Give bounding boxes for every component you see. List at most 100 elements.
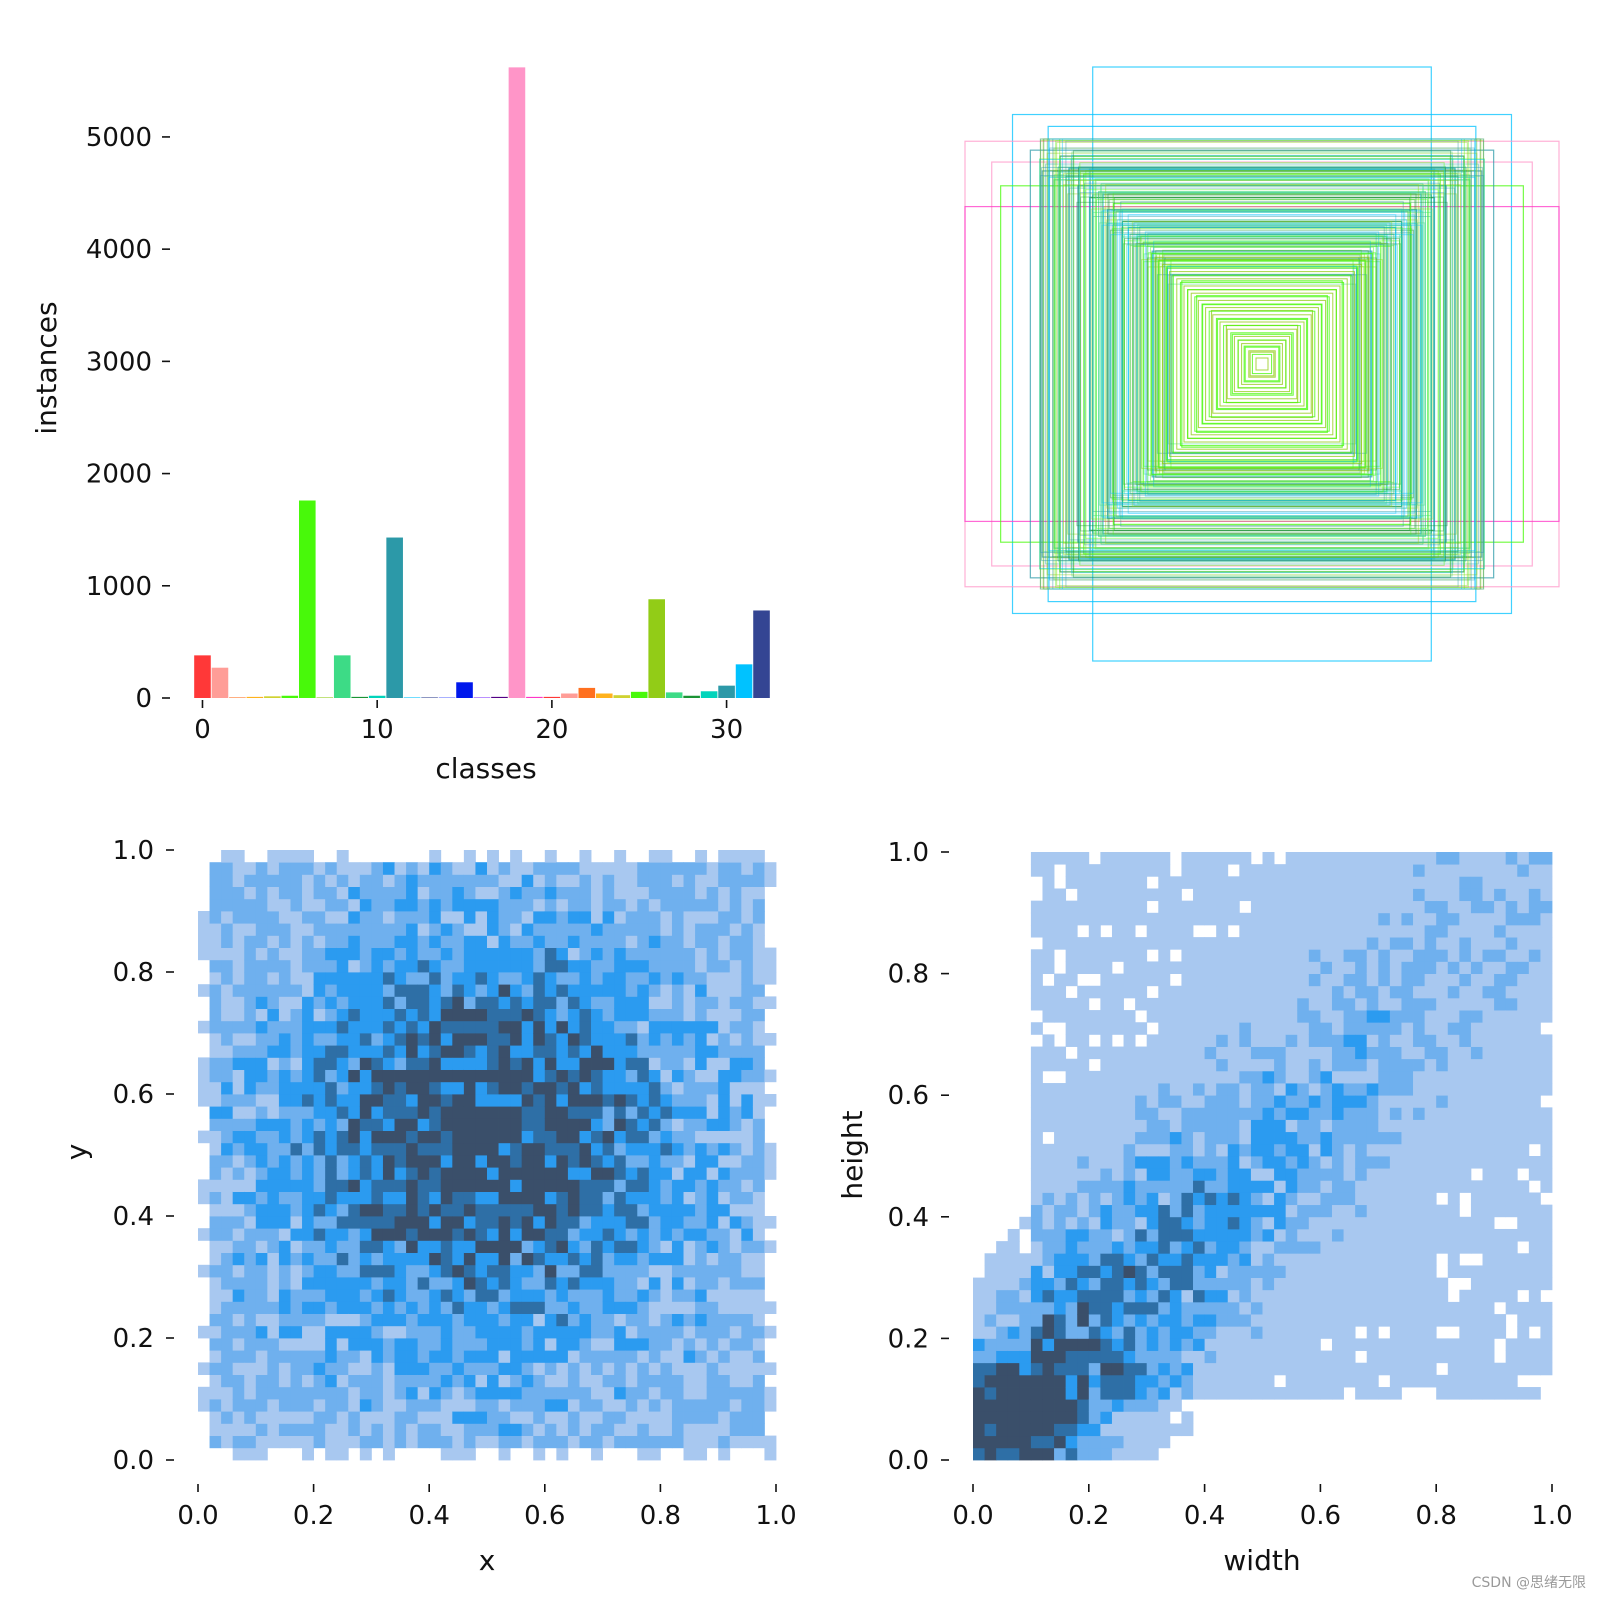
heatmap-cell [244, 959, 257, 973]
heatmap-cell [1447, 1362, 1460, 1376]
class-bar [351, 696, 369, 698]
heatmap-cell [1135, 1374, 1148, 1388]
heatmap-cell [1297, 1301, 1310, 1315]
label-box [1053, 174, 1471, 554]
heatmap-cell [1528, 973, 1541, 987]
heatmap-cell [695, 1435, 708, 1449]
heatmap-cell [1158, 1216, 1171, 1230]
heatmap-cell [718, 1008, 731, 1022]
heatmap-cell [209, 1118, 222, 1131]
heatmap-cell [1320, 1168, 1333, 1181]
heatmap-cell [1424, 1010, 1437, 1023]
heatmap-cell [695, 1045, 708, 1058]
heatmap-cell [567, 1155, 580, 1168]
heatmap-cell [741, 1118, 754, 1131]
heatmap-cell [1517, 912, 1530, 926]
heatmap-cell [463, 1094, 476, 1107]
heatmap-cell [209, 1386, 222, 1400]
heatmap-cell [533, 1057, 546, 1070]
heatmap-cell [1355, 1143, 1368, 1157]
heatmap-cell [1482, 1241, 1495, 1254]
heatmap-cell [660, 1313, 673, 1327]
heatmap-cell [371, 1008, 384, 1022]
heatmap-cell [429, 1264, 442, 1278]
heatmap-cell [533, 1130, 546, 1144]
heatmap-cell [1100, 1314, 1113, 1327]
heatmap-cell [544, 1338, 557, 1351]
heatmap-cell [1100, 1107, 1113, 1120]
heatmap-cell [625, 1081, 638, 1095]
heatmap-cell [695, 1057, 708, 1070]
heatmap-cell [1297, 1095, 1310, 1108]
heatmap-cell [1540, 1070, 1553, 1084]
heatmap-cell [671, 1423, 684, 1436]
label-box [1103, 209, 1421, 519]
heatmap-cell [1331, 1168, 1344, 1181]
heatmap-cell [718, 1155, 731, 1168]
heatmap-cell [752, 1130, 765, 1144]
heatmap-cell [683, 1338, 696, 1351]
heatmap-cell [510, 1057, 523, 1070]
heatmap-cell [1401, 937, 1414, 950]
heatmap-cell [1088, 1326, 1101, 1339]
heatmap-cell [429, 1313, 442, 1327]
heatmap-cell [1100, 1350, 1113, 1364]
heatmap-cell [487, 1216, 499, 1229]
heatmap-cell [729, 1155, 742, 1168]
heatmap-cell [648, 1167, 661, 1180]
heatmap-cell [1216, 1131, 1229, 1145]
heatmap-cell [1285, 997, 1298, 1011]
heatmap-cell [1459, 1387, 1472, 1400]
heatmap-cell [1343, 1143, 1356, 1157]
heatmap-cell [417, 1069, 430, 1083]
heatmap-cell [729, 886, 742, 900]
heatmap-cell [544, 1240, 557, 1253]
heatmap-cell [683, 1289, 696, 1302]
heatmap-cell [1505, 912, 1518, 926]
label-box [1131, 221, 1393, 507]
heatmap-cell [729, 1130, 742, 1144]
heatmap-cell [764, 1069, 777, 1083]
heatmap-cell [1193, 1216, 1205, 1230]
heatmap-cell [382, 1008, 395, 1022]
heatmap-cell [290, 1325, 303, 1339]
heatmap-cell [1482, 1253, 1495, 1266]
heatmap-cell [382, 1069, 395, 1083]
heatmap-cell [498, 1216, 511, 1229]
heatmap-cell [267, 898, 280, 912]
heatmap-cell [1123, 1119, 1136, 1133]
heatmap-cell [463, 959, 476, 973]
heatmap-cell [1389, 1338, 1402, 1351]
heatmap-cell [1065, 1058, 1078, 1072]
heatmap-cell [1123, 1034, 1136, 1047]
heatmap-cell [1366, 1289, 1379, 1303]
heatmap-cell [1447, 1228, 1460, 1242]
heatmap-cell [278, 1374, 291, 1388]
heatmap-cell [1054, 1241, 1067, 1254]
heatmap-cell [1274, 888, 1287, 902]
heatmap-cell [764, 1386, 777, 1400]
heatmap-cell [406, 1240, 419, 1253]
heatmap-cell [1366, 1362, 1379, 1376]
heatmap-cell [1274, 997, 1287, 1011]
heatmap-cell [1366, 1241, 1379, 1254]
heatmap-cell [348, 1362, 361, 1375]
heatmap-cell [1424, 1289, 1437, 1303]
heatmap-cell [602, 947, 615, 961]
heatmap-cell [706, 935, 719, 948]
heatmap-cell [1204, 1228, 1217, 1242]
heatmap-cell [567, 1399, 580, 1412]
heatmap-cell [718, 886, 731, 900]
heatmap-cell [556, 1277, 569, 1290]
heatmap-cell [1146, 973, 1159, 987]
heatmap-cell [1077, 961, 1090, 974]
heatmap-cell [1528, 961, 1541, 974]
label-box [1172, 274, 1352, 454]
heatmap-cell [660, 1179, 673, 1192]
heatmap-cell [221, 1264, 234, 1278]
heatmap-cell [348, 959, 361, 973]
heatmap-cell [567, 972, 580, 985]
heatmap-cell [313, 1399, 326, 1412]
heatmap-cell [1065, 1204, 1078, 1218]
heatmap-cell [1262, 1058, 1275, 1072]
